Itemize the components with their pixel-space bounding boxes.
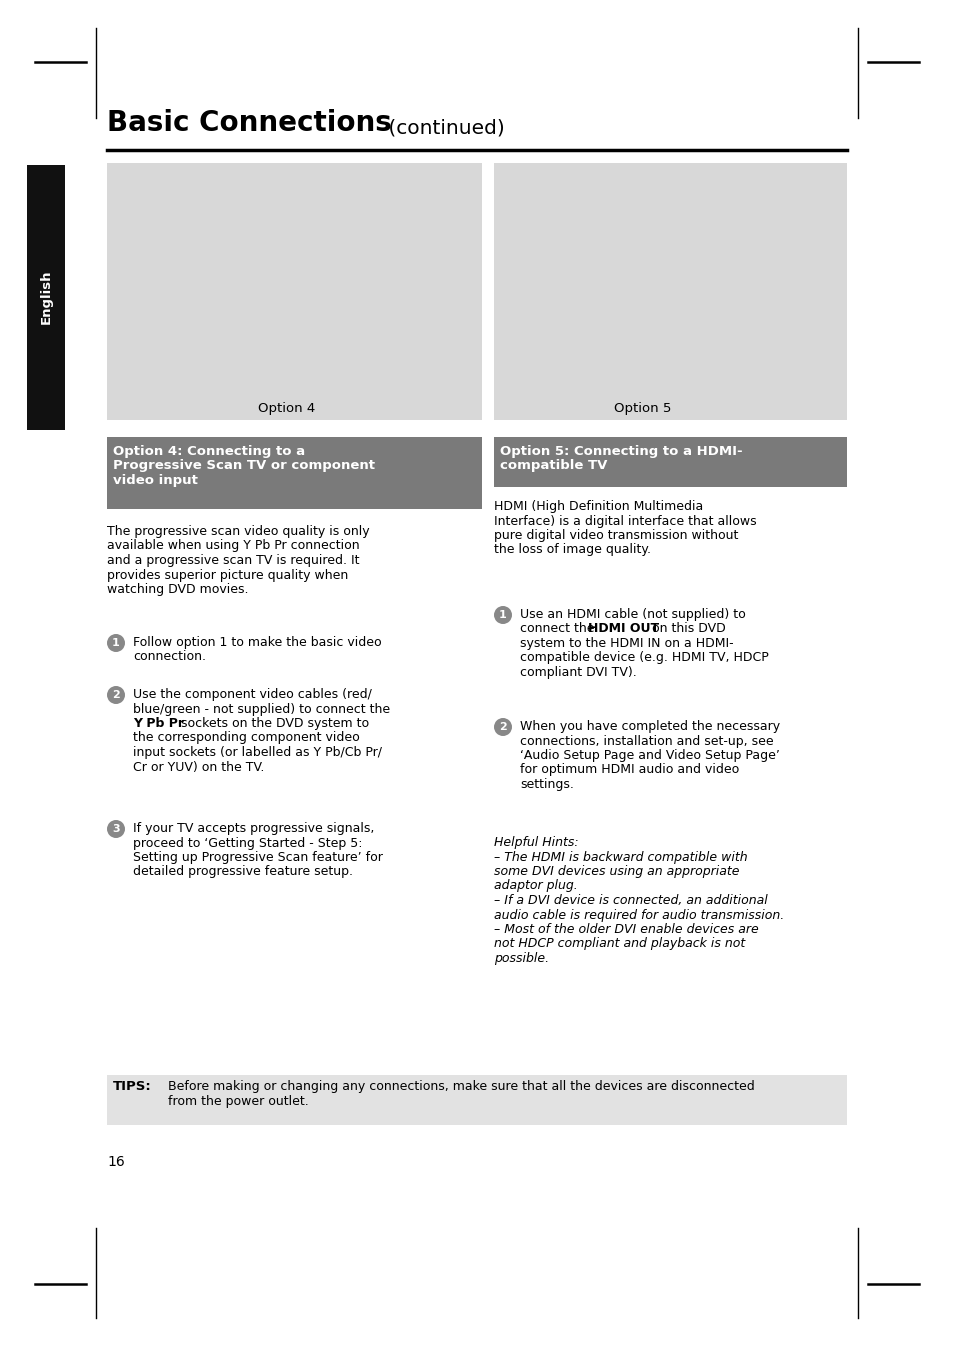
Text: and a progressive scan TV is required. It: and a progressive scan TV is required. I… (107, 554, 359, 567)
Text: TIPS:: TIPS: (112, 1080, 152, 1092)
Text: HDMI OUT: HDMI OUT (587, 622, 659, 636)
Text: sockets on the DVD system to: sockets on the DVD system to (177, 717, 369, 730)
Bar (494, 436, 846, 488)
Text: available when using Y Pb Pr connection: available when using Y Pb Pr connection (107, 540, 359, 552)
Text: Option 5: Connecting to a HDMI-: Option 5: Connecting to a HDMI- (499, 445, 741, 458)
Text: Basic Connections: Basic Connections (107, 109, 392, 137)
Text: adaptor plug.: adaptor plug. (494, 880, 578, 893)
Text: 3: 3 (112, 824, 120, 834)
Text: If your TV accepts progressive signals,: If your TV accepts progressive signals, (132, 822, 374, 835)
Text: Before making or changing any connections, make sure that all the devices are di: Before making or changing any connection… (168, 1080, 754, 1092)
Text: Use the component video cables (red/: Use the component video cables (red/ (132, 688, 372, 700)
Text: Y Pb Pr: Y Pb Pr (132, 717, 184, 730)
Text: provides superior picture quality when: provides superior picture quality when (107, 568, 348, 582)
Text: ‘Audio Setup Page and Video Setup Page’: ‘Audio Setup Page and Video Setup Page’ (519, 749, 779, 762)
Text: connections, installation and set-up, see: connections, installation and set-up, se… (519, 734, 773, 748)
Circle shape (107, 820, 125, 838)
Text: compatible TV: compatible TV (499, 459, 607, 473)
Text: (continued): (continued) (381, 119, 504, 137)
Text: not HDCP compliant and playback is not: not HDCP compliant and playback is not (494, 938, 744, 951)
Text: blue/green - not supplied) to connect the: blue/green - not supplied) to connect th… (132, 703, 390, 715)
Text: audio cable is required for audio transmission.: audio cable is required for audio transm… (494, 908, 783, 921)
Text: – Most of the older DVI enable devices are: – Most of the older DVI enable devices a… (494, 923, 758, 936)
Text: some DVI devices using an appropriate: some DVI devices using an appropriate (494, 865, 739, 878)
Text: the corresponding component video: the corresponding component video (132, 731, 359, 745)
Text: English: English (39, 269, 52, 325)
Text: Option 4: Connecting to a: Option 4: Connecting to a (112, 445, 305, 458)
Text: 1: 1 (498, 610, 506, 620)
Text: the loss of image quality.: the loss of image quality. (494, 543, 650, 556)
Text: on this DVD: on this DVD (647, 622, 725, 636)
Text: Option 5: Option 5 (613, 401, 670, 415)
Circle shape (494, 718, 512, 735)
Text: video input: video input (112, 474, 197, 488)
Text: 1: 1 (112, 638, 120, 648)
Text: 2: 2 (498, 722, 506, 731)
Circle shape (107, 686, 125, 704)
Text: Cr or YUV) on the TV.: Cr or YUV) on the TV. (132, 761, 264, 773)
Text: proceed to ‘Getting Started - Step 5:: proceed to ‘Getting Started - Step 5: (132, 836, 362, 850)
Bar (107, 436, 481, 509)
Text: compatible device (e.g. HDMI TV, HDCP: compatible device (e.g. HDMI TV, HDCP (519, 652, 768, 664)
Text: 2: 2 (112, 690, 120, 700)
Text: – The HDMI is backward compatible with: – The HDMI is backward compatible with (494, 850, 747, 863)
Text: When you have completed the necessary: When you have completed the necessary (519, 721, 780, 733)
Text: compliant DVI TV).: compliant DVI TV). (519, 665, 636, 679)
Text: settings.: settings. (519, 779, 574, 791)
Text: Follow option 1 to make the basic video: Follow option 1 to make the basic video (132, 636, 381, 649)
Text: watching DVD movies.: watching DVD movies. (107, 583, 248, 595)
Text: for optimum HDMI audio and video: for optimum HDMI audio and video (519, 764, 739, 776)
Text: input sockets (or labelled as Y Pb/Cb Pr/: input sockets (or labelled as Y Pb/Cb Pr… (132, 746, 381, 758)
Text: Interface) is a digital interface that allows: Interface) is a digital interface that a… (494, 515, 756, 528)
Text: from the power outlet.: from the power outlet. (168, 1095, 309, 1107)
Bar (27, 164, 65, 430)
Text: detailed progressive feature setup.: detailed progressive feature setup. (132, 866, 353, 878)
Text: Option 4: Option 4 (258, 401, 315, 415)
Text: possible.: possible. (494, 952, 549, 964)
Text: connection.: connection. (132, 651, 206, 664)
Text: Progressive Scan TV or component: Progressive Scan TV or component (112, 459, 375, 473)
Text: Setting up Progressive Scan feature’ for: Setting up Progressive Scan feature’ for (132, 851, 382, 863)
Text: Use an HDMI cable (not supplied) to: Use an HDMI cable (not supplied) to (519, 607, 745, 621)
Bar (107, 163, 481, 420)
Text: Helpful Hints:: Helpful Hints: (494, 836, 578, 849)
Text: pure digital video transmission without: pure digital video transmission without (494, 529, 738, 541)
Text: – If a DVI device is connected, an additional: – If a DVI device is connected, an addit… (494, 894, 767, 907)
Text: 16: 16 (107, 1154, 125, 1169)
Bar (107, 1075, 846, 1125)
Text: connect the: connect the (519, 622, 598, 636)
Circle shape (107, 634, 125, 652)
Text: HDMI (High Definition Multimedia: HDMI (High Definition Multimedia (494, 500, 702, 513)
Text: The progressive scan video quality is only: The progressive scan video quality is on… (107, 525, 369, 537)
Circle shape (494, 606, 512, 624)
Bar (494, 163, 846, 420)
Text: system to the HDMI IN on a HDMI-: system to the HDMI IN on a HDMI- (519, 637, 733, 651)
